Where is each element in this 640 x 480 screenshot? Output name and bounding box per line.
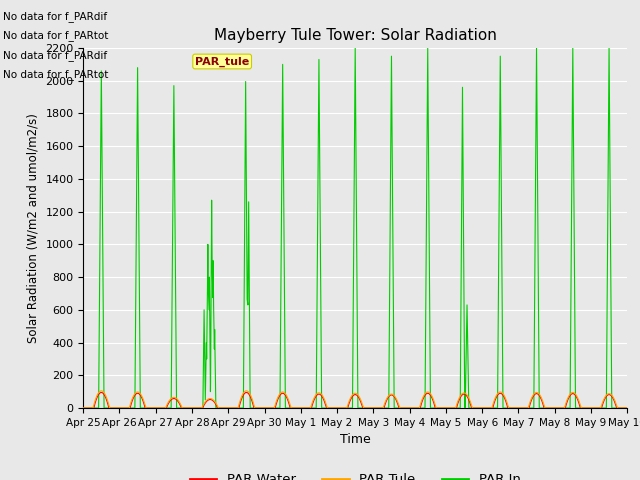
- Text: No data for f_PARtot: No data for f_PARtot: [3, 30, 109, 41]
- Text: PAR_tule: PAR_tule: [195, 56, 249, 67]
- Legend: PAR Water, PAR Tule, PAR In: PAR Water, PAR Tule, PAR In: [184, 468, 526, 480]
- Text: No data for f_PARdif: No data for f_PARdif: [3, 49, 108, 60]
- Text: No data for f_PARtot: No data for f_PARtot: [3, 69, 109, 80]
- Y-axis label: Solar Radiation (W/m2 and umol/m2/s): Solar Radiation (W/m2 and umol/m2/s): [27, 113, 40, 343]
- Title: Mayberry Tule Tower: Solar Radiation: Mayberry Tule Tower: Solar Radiation: [214, 28, 497, 43]
- Text: No data for f_PARdif: No data for f_PARdif: [3, 11, 108, 22]
- X-axis label: Time: Time: [340, 433, 371, 446]
